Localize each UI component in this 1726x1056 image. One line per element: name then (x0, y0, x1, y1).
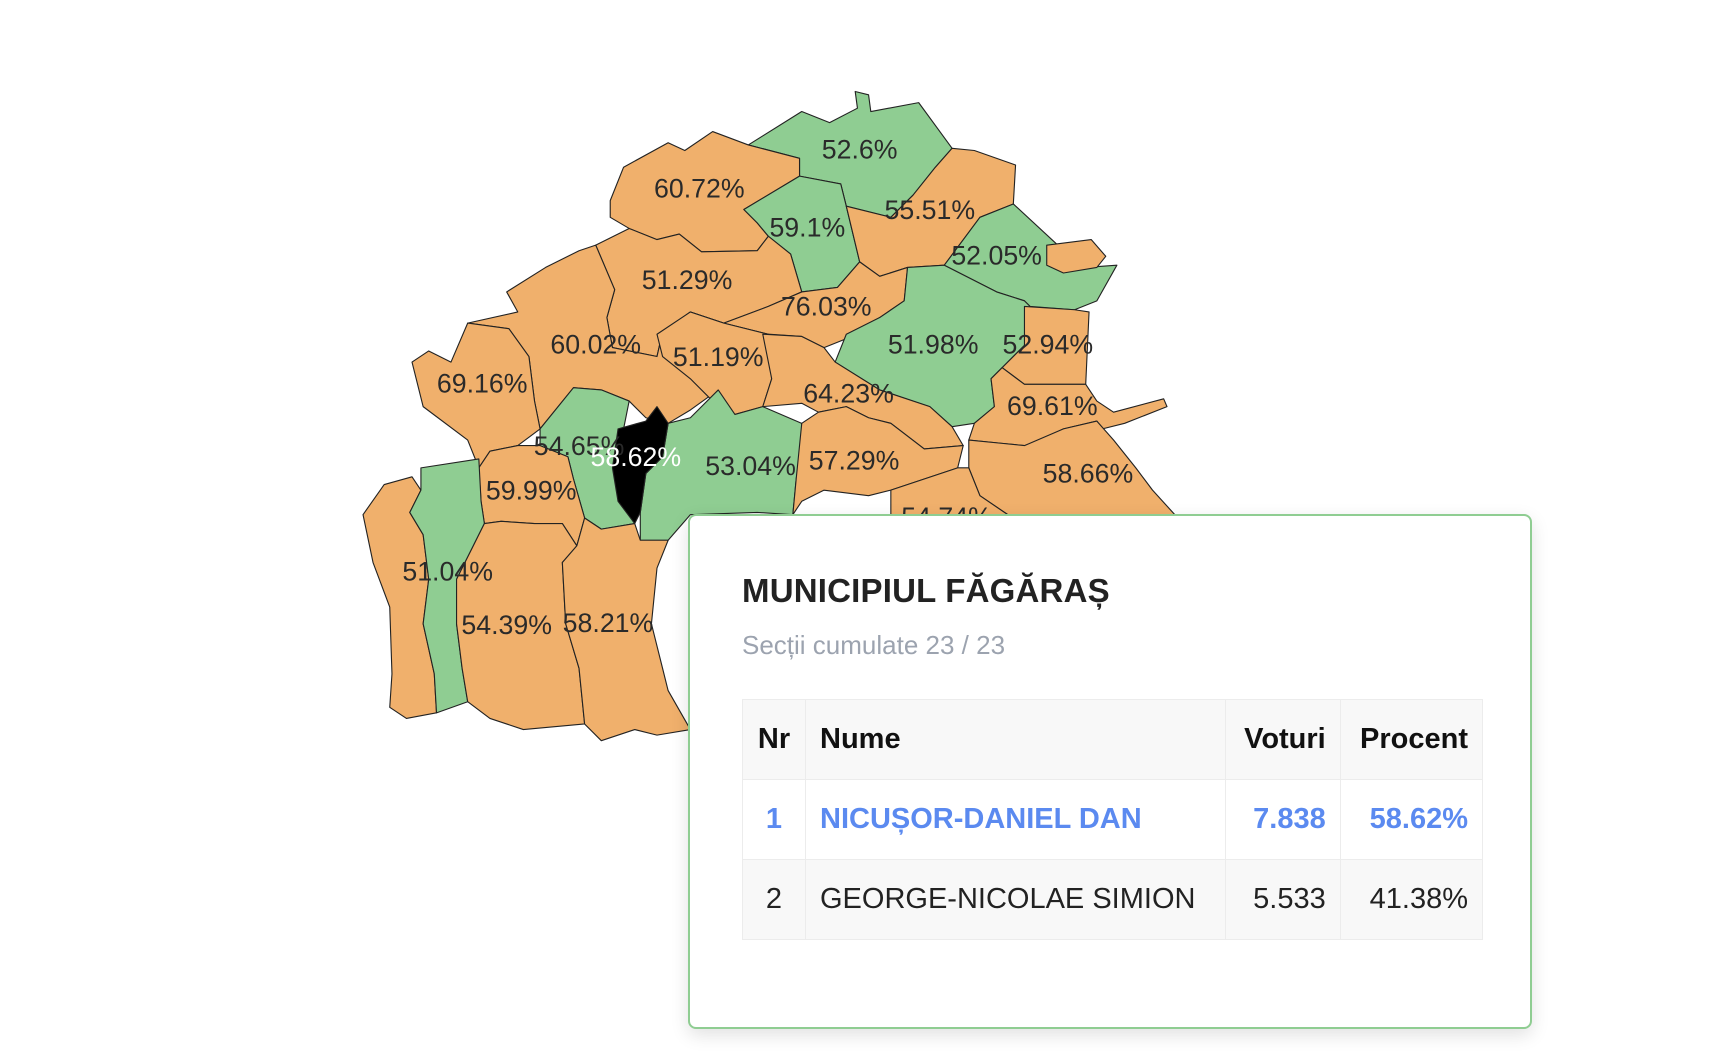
region-percent-label: 59.1% (769, 213, 845, 243)
results-table: Nr Nume Voturi Procent 1 NICUȘOR-DANIEL … (742, 699, 1484, 940)
region-percent-label: 57.29% (809, 445, 900, 475)
region-percent-label: 60.72% (654, 174, 745, 204)
region-percent-label: 59.99% (486, 475, 577, 505)
region-percent-label: 69.16% (437, 369, 528, 399)
region-percent-label: 54.65% (534, 431, 625, 461)
map-region[interactable] (411, 322, 541, 469)
region-percent-label: 51.29% (642, 265, 733, 295)
region-percent-label: 51.04% (402, 557, 493, 587)
region-percent-label: 58.66% (1043, 459, 1134, 489)
popup-subtitle: Secții cumulate 23 / 23 (742, 630, 1006, 660)
row-votes: 7.838 (1224, 779, 1341, 860)
header-votes: Voturi (1224, 699, 1341, 780)
region-percent-label: 54.39% (461, 610, 552, 640)
table-row: 1 NICUȘOR-DANIEL DAN 7.838 58.62% (742, 779, 1484, 860)
region-percent-label: 51.98% (888, 330, 979, 360)
map-region-selected[interactable] (611, 406, 669, 525)
region-percent-label: 52.05% (951, 240, 1042, 270)
region-percent-label: 58.21% (563, 608, 654, 638)
map-region[interactable] (1046, 239, 1107, 274)
region-percent-label: 53.04% (705, 451, 796, 481)
region-percent-label: 58.62% (591, 442, 682, 472)
row-percent: 58.62% (1339, 779, 1484, 860)
table-row: 2 GEORGE-NICOLAE SIMION 5.533 41.38% (742, 859, 1484, 940)
locality-popup: MUNICIPIUL FĂGĂRAȘ Secții cumulate 23 / … (688, 514, 1532, 1029)
region-percent-label: 51.19% (673, 342, 764, 372)
row-name: NICUȘOR-DANIEL DAN (805, 779, 1226, 860)
region-percent-label: 76.03% (781, 292, 872, 322)
region-percent-label: 52.94% (1003, 330, 1094, 360)
row-votes: 5.533 (1224, 859, 1341, 940)
row-nr: 1 (742, 779, 806, 860)
table-header-row: Nr Nume Voturi Procent (742, 699, 1484, 780)
header-percent: Procent (1339, 699, 1484, 780)
region-percent-label: 52.6% (822, 135, 898, 165)
header-name: Nume (805, 699, 1226, 780)
region-percent-label: 55.51% (885, 195, 976, 225)
region-percent-label: 64.23% (803, 379, 894, 409)
row-name: GEORGE-NICOLAE SIMION (805, 859, 1226, 940)
popup-title: MUNICIPIUL FĂGĂRAȘ (742, 572, 1110, 609)
row-nr: 2 (742, 859, 806, 940)
region-percent-label: 60.02% (550, 330, 641, 360)
row-percent: 41.38% (1339, 859, 1484, 940)
header-nr: Nr (742, 699, 806, 780)
region-percent-label: 69.61% (1007, 391, 1098, 421)
